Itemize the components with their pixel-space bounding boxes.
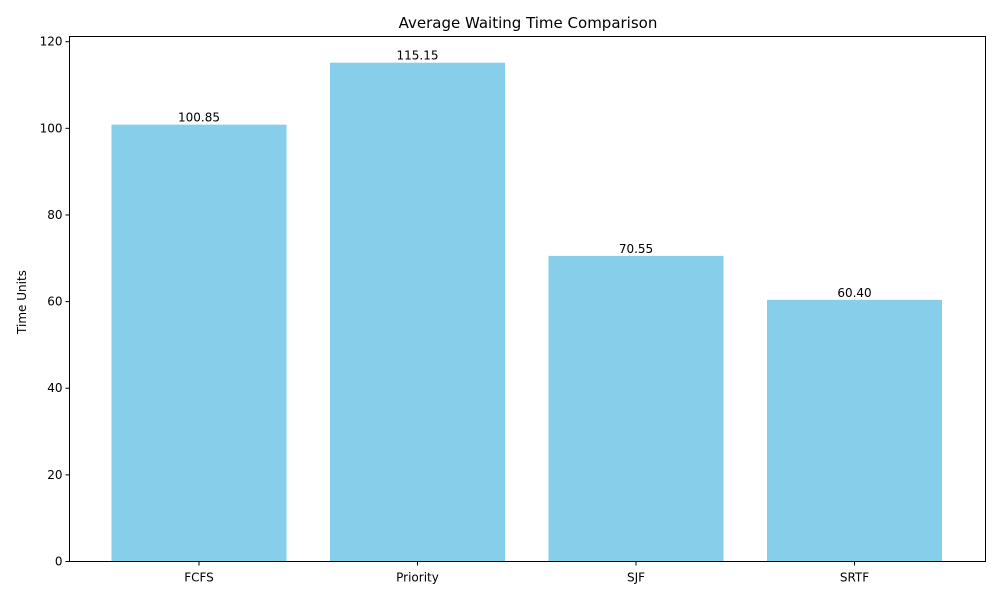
x-axis-ticks: FCFS Priority SJF SRTF xyxy=(184,561,869,585)
y-axis-label: Time Units xyxy=(15,270,29,335)
y-tick-label-80: 80 xyxy=(47,208,62,222)
y-tick-label-60: 60 xyxy=(47,295,62,309)
y-tick-label-120: 120 xyxy=(40,35,63,49)
data-label-sjf: 70.55 xyxy=(619,242,653,256)
data-label-priority: 115.15 xyxy=(397,49,439,63)
x-tick-label-fcfs: FCFS xyxy=(184,571,214,585)
x-tick-label-priority: Priority xyxy=(396,571,439,585)
bar-sjf xyxy=(548,255,724,562)
data-label-srtf: 60.40 xyxy=(837,286,871,300)
data-label-fcfs: 100.85 xyxy=(178,111,220,125)
x-tick-label-srtf: SRTF xyxy=(840,571,869,585)
x-tick-label-sjf: SJF xyxy=(627,571,645,585)
y-tick-label-40: 40 xyxy=(47,381,62,395)
y-tick-label-100: 100 xyxy=(40,121,63,135)
y-tick-label-0: 0 xyxy=(55,555,63,569)
bar-srtf xyxy=(767,299,942,562)
plot-frame xyxy=(69,36,986,562)
bars-group xyxy=(111,62,942,562)
data-labels-group: 100.85 115.15 70.55 60.40 xyxy=(178,49,872,300)
bar-fcfs xyxy=(111,124,287,562)
y-tick-label-20: 20 xyxy=(47,468,62,482)
chart-title: Average Waiting Time Comparison xyxy=(399,14,658,32)
y-axis-ticks: 0 20 40 60 80 100 120 xyxy=(40,35,70,569)
bar-priority xyxy=(330,62,505,562)
